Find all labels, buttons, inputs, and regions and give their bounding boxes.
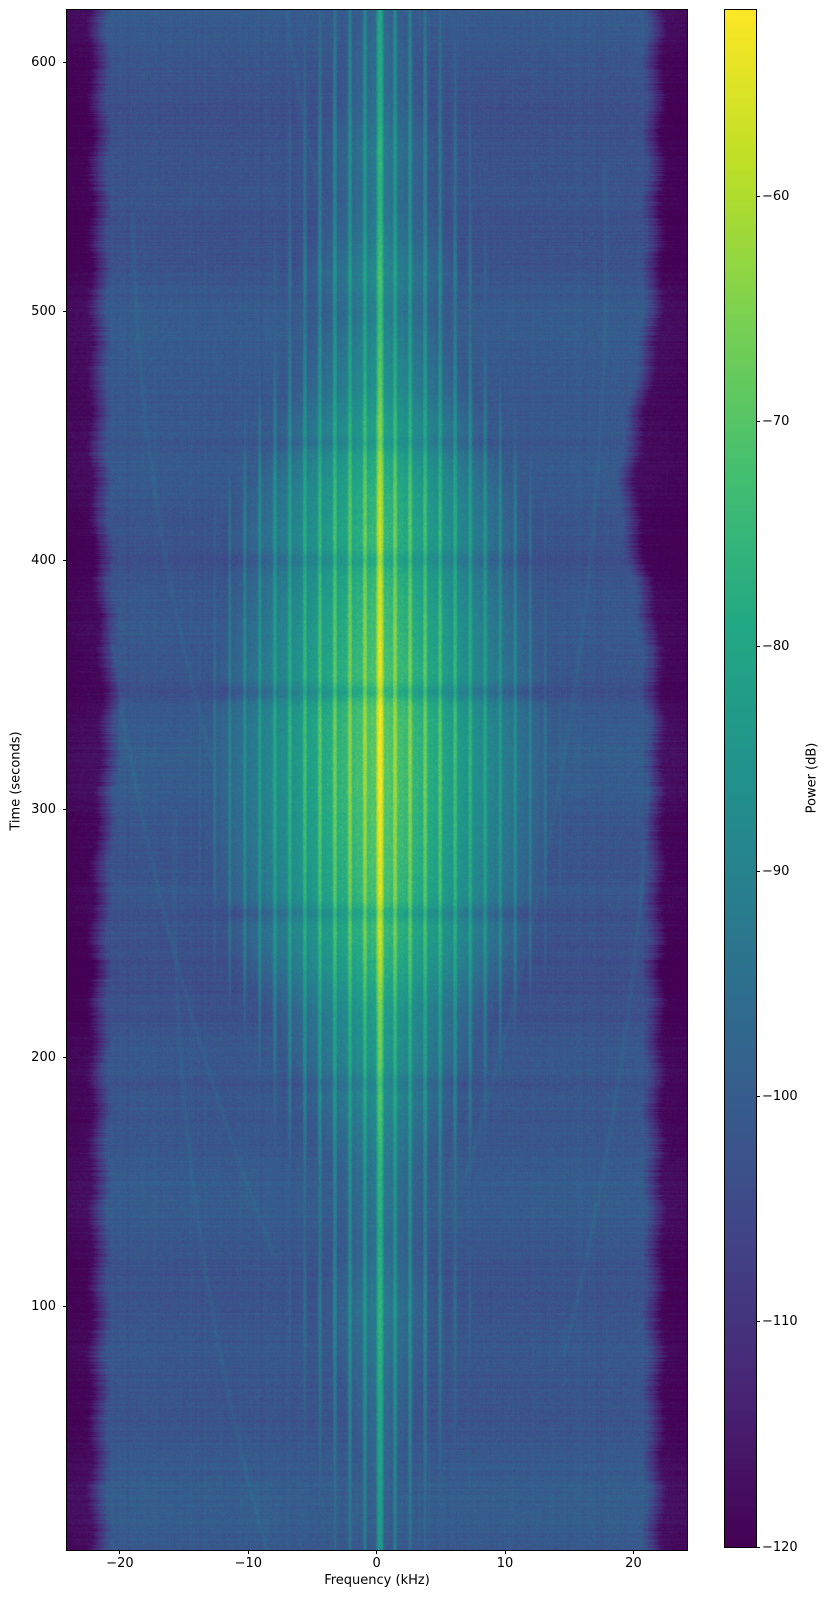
colorbar-tick-label: −80	[762, 639, 790, 655]
spectrogram-heatmap	[66, 9, 688, 1551]
x-axis-label: Frequency (kHz)	[324, 1573, 430, 1588]
y-tick-label: 100	[31, 1299, 56, 1314]
colorbar-label: Power (dB)	[804, 742, 820, 814]
y-tick-label: 400	[31, 552, 56, 568]
y-tick-label: 200	[31, 1050, 56, 1066]
colorbar-tick-label: −120	[762, 1539, 798, 1555]
y-axis-label: Time (seconds)	[8, 731, 24, 831]
y-tick-label: 500	[31, 304, 56, 320]
x-tick-label: 20	[625, 1556, 642, 1571]
colorbar-tick-label: −90	[762, 864, 790, 880]
colorbar-tick-label: −60	[762, 189, 790, 205]
colorbar-tick-label: −100	[762, 1089, 798, 1105]
y-tick-label: 600	[31, 55, 56, 71]
colorbar-gradient	[724, 9, 757, 1548]
x-tick-label: −10	[234, 1556, 262, 1571]
x-tick-label: 0	[372, 1556, 381, 1571]
colorbar-tick-label: −70	[762, 414, 790, 430]
x-tick-label: 10	[496, 1556, 514, 1571]
x-tick-label: −20	[106, 1556, 134, 1571]
colorbar-tick-label: −110	[762, 1314, 798, 1330]
